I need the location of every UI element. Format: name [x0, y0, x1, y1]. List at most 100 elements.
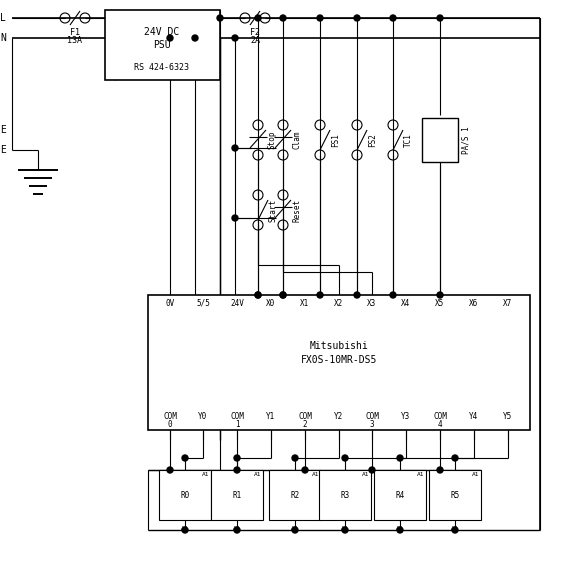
Circle shape: [292, 527, 298, 533]
Text: X2: X2: [334, 298, 344, 307]
Text: F2: F2: [250, 27, 260, 36]
Text: COM: COM: [163, 412, 177, 421]
Circle shape: [317, 292, 323, 298]
Circle shape: [280, 292, 286, 298]
Bar: [211, 470, 263, 520]
Circle shape: [369, 467, 375, 473]
Circle shape: [255, 292, 261, 298]
Circle shape: [342, 455, 348, 461]
Text: Y4: Y4: [470, 412, 479, 421]
Text: FS1: FS1: [331, 133, 340, 147]
Text: Y5: Y5: [503, 412, 513, 421]
Text: 24V DC: 24V DC: [144, 27, 180, 37]
Circle shape: [232, 145, 238, 151]
Circle shape: [217, 15, 223, 21]
Text: A2: A2: [341, 526, 349, 531]
Text: A1: A1: [201, 472, 209, 477]
Circle shape: [354, 15, 360, 21]
Text: A1: A1: [254, 472, 261, 477]
Text: COM: COM: [298, 412, 312, 421]
Text: A1: A1: [361, 472, 369, 477]
Text: RS 424-6323: RS 424-6323: [135, 62, 190, 71]
Text: 3: 3: [370, 420, 374, 429]
Text: Y2: Y2: [334, 412, 344, 421]
Circle shape: [234, 467, 240, 473]
Text: A2: A2: [181, 526, 188, 531]
Circle shape: [302, 467, 308, 473]
Circle shape: [255, 15, 261, 21]
Text: A2: A2: [233, 526, 241, 531]
Circle shape: [232, 215, 238, 221]
Circle shape: [234, 527, 240, 533]
Text: 2: 2: [303, 420, 307, 429]
Bar: [429, 470, 481, 520]
Circle shape: [317, 15, 323, 21]
Bar: [269, 470, 321, 520]
Text: L: L: [0, 13, 6, 23]
Text: Y0: Y0: [199, 412, 208, 421]
Bar: [319, 470, 371, 520]
Bar: [374, 470, 426, 520]
Text: COM: COM: [365, 412, 379, 421]
Circle shape: [390, 292, 396, 298]
Circle shape: [452, 455, 458, 461]
Text: COM: COM: [230, 412, 244, 421]
Text: A2: A2: [291, 526, 299, 531]
Text: Clam: Clam: [293, 131, 302, 149]
Circle shape: [167, 467, 173, 473]
Circle shape: [292, 455, 298, 461]
Text: R2: R2: [291, 490, 300, 499]
Circle shape: [437, 15, 443, 21]
Text: Stop: Stop: [268, 131, 277, 149]
Text: FX0S-10MR-DS5: FX0S-10MR-DS5: [301, 355, 377, 365]
Text: A1: A1: [471, 472, 479, 477]
Text: PA/S 1: PA/S 1: [462, 126, 471, 154]
Circle shape: [280, 15, 286, 21]
Text: N: N: [0, 33, 6, 43]
Circle shape: [182, 527, 188, 533]
Text: Start: Start: [269, 199, 278, 222]
Text: X0: X0: [266, 298, 275, 307]
Text: FS2: FS2: [368, 133, 377, 147]
Text: COM: COM: [433, 412, 447, 421]
Text: Reset: Reset: [293, 199, 302, 222]
Circle shape: [167, 35, 173, 41]
Circle shape: [437, 467, 443, 473]
Bar: [105, 10, 220, 80]
Bar: [148, 295, 530, 430]
Text: TC1: TC1: [404, 133, 413, 147]
Text: A1: A1: [416, 472, 424, 477]
Text: E: E: [0, 145, 6, 155]
Text: 5/5: 5/5: [196, 298, 210, 307]
Circle shape: [255, 292, 261, 298]
Circle shape: [390, 15, 396, 21]
Text: A2: A2: [451, 526, 459, 531]
Circle shape: [452, 527, 458, 533]
Text: 4: 4: [438, 420, 442, 429]
Circle shape: [280, 292, 286, 298]
Circle shape: [234, 455, 240, 461]
Text: Y3: Y3: [401, 412, 411, 421]
Text: 13A: 13A: [67, 35, 82, 44]
Text: A2: A2: [396, 526, 404, 531]
Text: PSU: PSU: [153, 40, 171, 50]
Text: R1: R1: [232, 490, 242, 499]
Text: E: E: [0, 125, 6, 135]
Circle shape: [354, 292, 360, 298]
Text: Mitsubishi: Mitsubishi: [310, 341, 369, 351]
Text: A1: A1: [311, 472, 319, 477]
Text: R4: R4: [396, 490, 404, 499]
Text: X1: X1: [300, 298, 310, 307]
Circle shape: [182, 455, 188, 461]
Text: Y1: Y1: [266, 412, 275, 421]
Text: X4: X4: [401, 298, 411, 307]
Text: X7: X7: [503, 298, 513, 307]
Text: R5: R5: [450, 490, 459, 499]
Circle shape: [232, 35, 238, 41]
Circle shape: [437, 292, 443, 298]
Text: X6: X6: [470, 298, 479, 307]
Text: R0: R0: [181, 490, 190, 499]
Text: X5: X5: [435, 298, 445, 307]
Text: 0: 0: [168, 420, 172, 429]
Circle shape: [397, 455, 403, 461]
